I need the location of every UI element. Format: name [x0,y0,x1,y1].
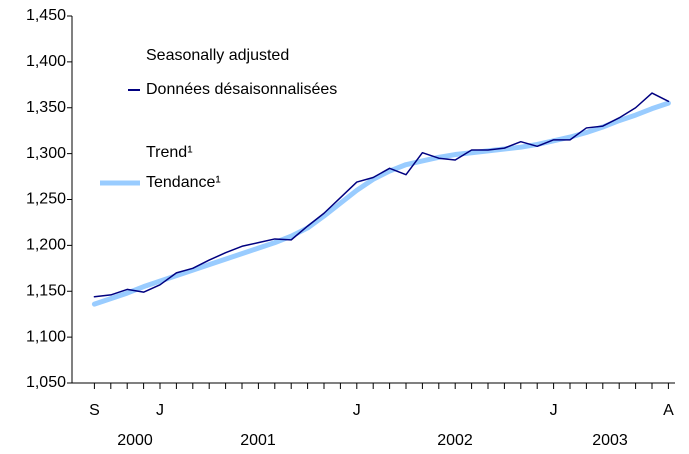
x-tick-label: J [353,402,361,419]
legend-label: Seasonally adjusted [146,47,289,64]
series-line [91,100,671,307]
y-tick-label: 1,050 [26,374,66,391]
series-line [93,92,670,298]
y-tick-label: 1,200 [26,237,66,254]
x-tick-label: S [89,402,100,419]
year-label: 2000 [117,432,153,449]
x-tick-label: J [550,402,558,419]
year-label: 2003 [592,432,628,449]
year-label: 2001 [240,432,276,449]
y-tick-label: 1,100 [26,328,66,345]
y-tick-label: 1,350 [26,99,66,116]
legend-label: Données désaisonnalisées [146,81,337,98]
y-tick-label: 1,400 [26,53,66,70]
legend-label: Trend¹ [146,144,193,161]
x-tick-label: A [663,402,674,419]
y-tick-label: 1,450 [26,7,66,24]
y-tick-label: 1,300 [26,145,66,162]
y-tick-label: 1,250 [26,191,66,208]
legend-label: Tendance¹ [146,174,221,191]
x-tick-label: J [156,402,164,419]
year-label: 2002 [437,432,473,449]
y-tick-label: 1,150 [26,282,66,299]
